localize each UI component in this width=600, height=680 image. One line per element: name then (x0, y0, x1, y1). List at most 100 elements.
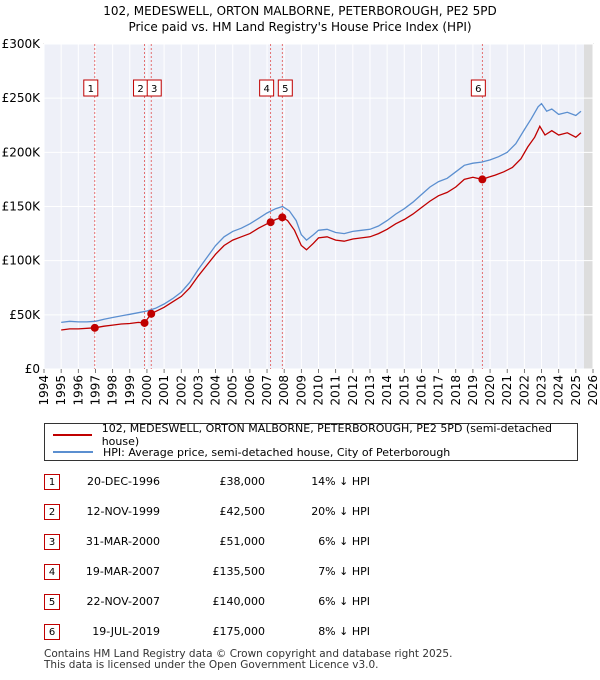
y-tick-label: £0 (25, 362, 40, 376)
x-tick-label: 1997 (88, 375, 102, 406)
sale-label-frame (277, 79, 293, 97)
y-tick-label: £250K (2, 91, 42, 105)
sale-row: 4 19-MAR-2007 £135,500 7% ↓ HPI (0, 562, 600, 584)
x-tick-label: 2024 (552, 375, 566, 406)
x-tick-label: 1996 (71, 375, 85, 406)
footer-line-licence: This data is licensed under the Open Gov… (44, 659, 379, 671)
sale-date: 19-JUL-2019 (92, 625, 160, 638)
sale-label-frame (470, 79, 486, 97)
sale-date: 19-MAR-2007 (85, 565, 160, 578)
sale-number-badge: 4 (44, 564, 60, 580)
footer-line-copyright: Contains HM Land Registry data © Crown c… (44, 648, 453, 660)
sale-price: £140,000 (212, 595, 266, 608)
x-tick-label: 1998 (106, 375, 120, 406)
sale-number-badge: 5 (44, 594, 60, 610)
sale-hpi-diff: 7% ↓ HPI (318, 565, 370, 578)
sale-row: 6 19-JUL-2019 £175,000 8% ↓ HPI (0, 622, 600, 644)
sale-date: 22-NOV-2007 (86, 595, 160, 608)
sale-label-number: 4 (263, 84, 269, 95)
x-tick-label: 1995 (54, 375, 68, 406)
sale-hpi-diff: 20% ↓ HPI (311, 505, 370, 518)
series-line-property (61, 124, 582, 331)
footer-notice: Contains HM Land Registry data © Crown c… (44, 649, 452, 671)
x-tick-label: 2018 (449, 375, 463, 406)
sale-label-box: 3 (146, 79, 162, 97)
x-tick-label: 2016 (414, 375, 428, 406)
x-tick-label: 2020 (483, 375, 497, 406)
x-tick-label: 2014 (380, 375, 394, 406)
x-tick-label: 2019 (466, 375, 480, 406)
chart-title: 102, MEDESWELL, ORTON MALBORNE, PETERBOR… (103, 4, 497, 18)
sale-label-frame (146, 79, 162, 97)
sale-label-frame (83, 79, 99, 97)
sale-label-number: 5 (282, 84, 288, 95)
x-tick-label: 2026 (586, 375, 600, 406)
sale-price: £135,500 (212, 565, 266, 578)
x-tick-label: 2022 (517, 375, 531, 406)
x-tick-label: 2002 (174, 375, 188, 406)
x-tick-label: 1994 (37, 375, 51, 406)
x-tick-label: 2000 (140, 375, 154, 406)
sale-point (147, 309, 156, 318)
legend-line-red (53, 434, 92, 436)
sale-row: 5 22-NOV-2007 £140,000 6% ↓ HPI (0, 592, 600, 614)
x-tick-label: 2021 (500, 375, 514, 406)
y-tick-label: £150K (2, 200, 42, 214)
x-tick-label: 2001 (157, 375, 171, 406)
x-tick-label: 2011 (329, 375, 343, 406)
x-tick-label: 2012 (346, 375, 360, 406)
sale-price: £42,500 (219, 505, 266, 518)
x-tick-label: 1999 (123, 375, 137, 406)
sale-point (140, 318, 149, 327)
sale-number-badge: 6 (44, 624, 60, 640)
x-tick-label: 2009 (294, 375, 308, 406)
x-tick-label: 2015 (397, 375, 411, 406)
legend-item-property: 102, MEDESWELL, ORTON MALBORNE, PETERBOR… (53, 422, 577, 448)
sale-label-box: 2 (133, 79, 149, 97)
sale-date: 31-MAR-2000 (85, 535, 160, 548)
sale-point (478, 175, 487, 184)
sale-row: 3 31-MAR-2000 £51,000 6% ↓ HPI (0, 532, 600, 554)
sale-hpi-diff: 6% ↓ HPI (318, 535, 370, 548)
sale-date: 20-DEC-1996 (86, 475, 160, 488)
sale-number-badge: 2 (44, 504, 60, 520)
sale-label-number: 1 (88, 84, 94, 95)
sale-price: £51,000 (219, 535, 266, 548)
x-tick-label: 2010 (312, 375, 326, 406)
legend: 102, MEDESWELL, ORTON MALBORNE, PETERBOR… (44, 422, 578, 461)
series-line-hpi (61, 102, 582, 324)
sale-label-frame (259, 79, 275, 97)
sale-number-badge: 1 (44, 474, 60, 490)
x-tick-label: 2007 (260, 375, 274, 406)
y-tick-label: £300K (2, 37, 42, 51)
sale-price: £38,000 (219, 475, 266, 488)
legend-label-hpi: HPI: Average price, semi-detached house,… (103, 445, 451, 459)
sale-row: 2 12-NOV-1999 £42,500 20% ↓ HPI (0, 502, 600, 524)
sale-price: £175,000 (212, 625, 266, 638)
sale-point (278, 213, 287, 222)
x-tick-label: 2017 (432, 375, 446, 406)
sale-label-box: 6 (470, 79, 486, 97)
sale-label-box: 1 (83, 79, 99, 97)
sale-label-number: 3 (151, 84, 157, 95)
x-tick-label: 2025 (569, 375, 583, 406)
legend-item-hpi: HPI: Average price, semi-detached house,… (53, 444, 450, 460)
sale-row: 1 20-DEC-1996 £38,000 14% ↓ HPI (0, 472, 600, 494)
x-tick-label: 2023 (535, 375, 549, 406)
sale-label-box: 4 (259, 79, 275, 97)
x-tick-label: 2005 (226, 375, 240, 406)
legend-label-property: 102, MEDESWELL, ORTON MALBORNE, PETERBOR… (101, 422, 553, 448)
sale-label-box: 5 (277, 79, 293, 97)
sale-point (90, 323, 99, 332)
y-tick-label: £200K (2, 145, 42, 159)
sale-hpi-diff: 8% ↓ HPI (318, 625, 370, 638)
y-tick-label: £50K (9, 308, 41, 322)
sale-point (266, 218, 275, 227)
x-tick-label: 2013 (363, 375, 377, 406)
x-tick-label: 2008 (277, 375, 291, 406)
x-tick-label: 2004 (209, 375, 223, 406)
sale-hpi-diff: 6% ↓ HPI (318, 595, 370, 608)
sale-label-number: 6 (475, 84, 481, 95)
x-tick-label: 2006 (243, 375, 257, 406)
legend-line-blue (53, 451, 93, 453)
